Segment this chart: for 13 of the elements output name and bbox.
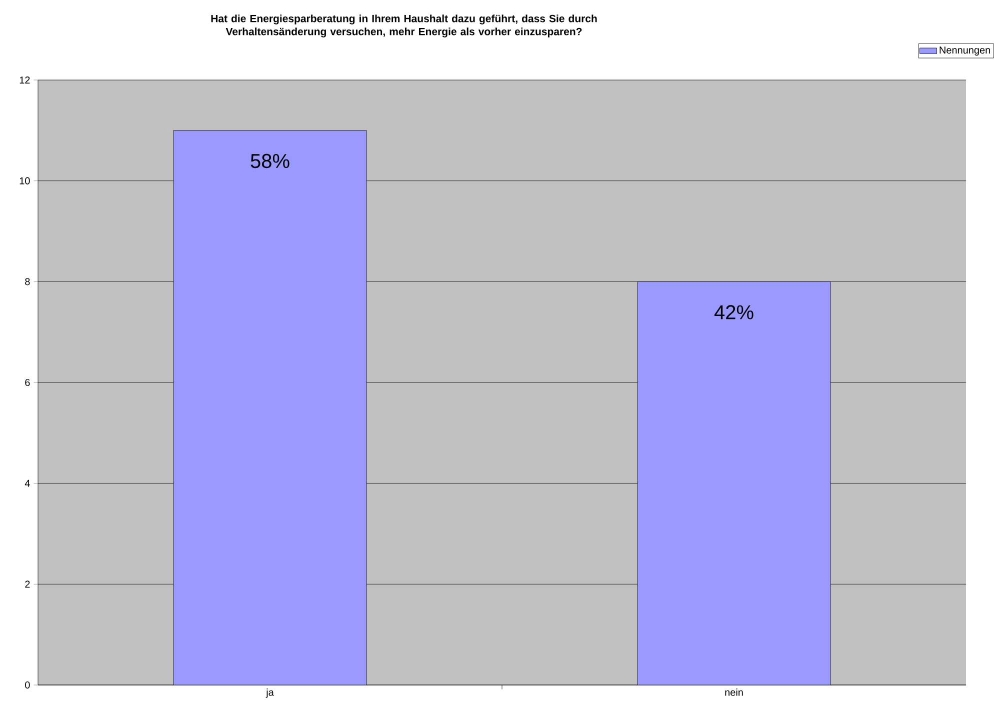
y-tick-label: 4 xyxy=(24,480,30,487)
y-tick-label: 6 xyxy=(25,378,30,386)
x-tick-label: ja xyxy=(266,688,274,698)
y-tick-label: 2 xyxy=(25,580,30,588)
annotation: 58% xyxy=(250,154,290,168)
y-tick-label: 8 xyxy=(25,278,30,286)
legend-label: Nennungen xyxy=(940,46,990,56)
annotation: 42% xyxy=(714,305,754,320)
y-tick-label: 0 xyxy=(25,681,30,689)
y-tick-label: 12 xyxy=(20,76,30,84)
chart-title: Hat die Energiesparberatung in Ihrem Haushalt dazu geführt, dass Sie durch Verhaltensänderung versuchen, mehr Energie als vorher einzusparen? xyxy=(211,14,597,38)
y-tick-label: 10 xyxy=(20,177,30,184)
x-tick-label: nein xyxy=(725,688,743,696)
